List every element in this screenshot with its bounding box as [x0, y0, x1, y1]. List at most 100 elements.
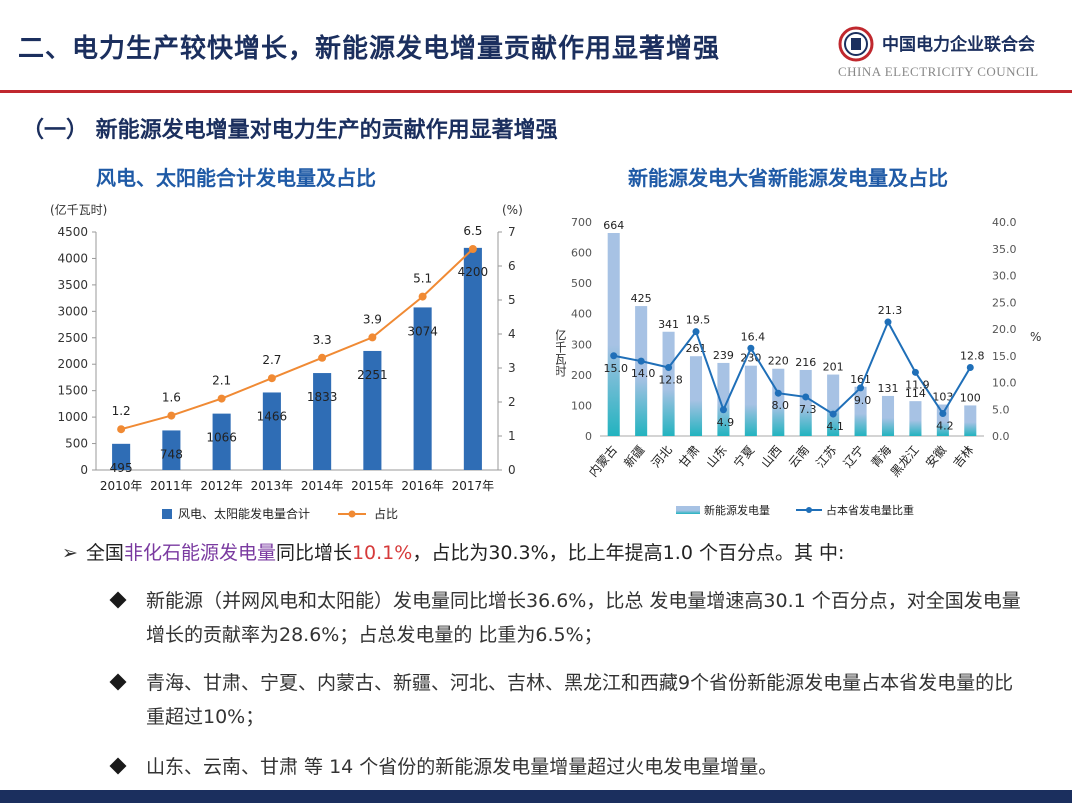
right-y2-tick-label: 40.0 [992, 216, 1017, 229]
right-bar-label: 216 [795, 356, 816, 369]
left-ratio-point [167, 411, 176, 420]
left-ratio-point [318, 353, 327, 362]
left-y2-tick-label: 1 [508, 429, 516, 443]
right-ratio-label: 14.0 [631, 367, 656, 380]
left-ratio-point [368, 333, 377, 342]
right-bar [635, 306, 648, 436]
right-y-axis-label: 亿千瓦时 [556, 328, 567, 377]
left-y-tick-label: 1500 [57, 384, 88, 398]
right-ratio-point [802, 393, 810, 401]
left-y-tick-label: 3000 [57, 304, 88, 318]
right-y2-tick-label: 15.0 [992, 350, 1017, 363]
left-ratio-point [468, 245, 477, 253]
left-y2-tick-label: 0 [508, 463, 516, 477]
left-y-tick-label: 4500 [57, 225, 88, 239]
left-ratio-point [267, 374, 276, 383]
right-y2-tick-label: 35.0 [992, 243, 1017, 256]
right-ratio-point [911, 368, 919, 376]
left-legend-bar-swatch [162, 509, 172, 519]
sub-bullet: 青海、甘肃、宁夏、内蒙古、新疆、河北、吉林、黑龙江和西藏9个省份新能源发电量占本… [109, 666, 1032, 734]
main-bullet-highlight-1: 非化石能源发电量 [123, 542, 276, 564]
right-x-tick-label: 新疆 [621, 442, 648, 470]
right-ratio-point [610, 352, 618, 360]
right-ratio-label: 8.0 [772, 399, 790, 412]
right-ratio-point [637, 357, 645, 365]
left-bar-label: 1833 [307, 390, 338, 404]
sub-bullet-text: 山东、云南、甘肃 等 14 个省份的新能源发电量增量超过火电发电量增量。 [146, 756, 778, 778]
left-x-tick-label: 2013年 [251, 479, 294, 493]
right-bar [772, 368, 785, 436]
right-y-tick-label: 200 [571, 369, 592, 382]
right-bar-label: 664 [603, 219, 624, 232]
right-ratio-label: 15.0 [603, 362, 628, 375]
right-y2-tick-label: 10.0 [992, 377, 1017, 390]
left-bar [413, 307, 432, 470]
right-ratio-label: 19.5 [686, 314, 711, 327]
left-x-tick-label: 2017年 [452, 479, 495, 493]
left-bar [112, 443, 131, 470]
left-chart-title: 风电、太阳能合计发电量及占比 [96, 166, 376, 190]
right-bar-label: 103 [932, 391, 953, 404]
left-legend-line-marker [348, 510, 356, 518]
left-bar-label: 748 [160, 447, 183, 461]
left-y-tick-label: 3500 [57, 278, 88, 292]
left-ratio-label: 1.2 [112, 404, 131, 418]
right-bar-label: 161 [850, 373, 871, 386]
right-bar-label: 239 [713, 349, 734, 362]
left-bar [262, 392, 281, 470]
left-bar [313, 373, 332, 470]
right-ratio-label: 11.9 [905, 378, 930, 391]
left-bar-label: 495 [110, 461, 133, 475]
title-divider [0, 90, 1072, 93]
page-title: 二、电力生产较快增长，新能源发电增量贡献作用显著增强 [18, 34, 721, 64]
left-y2-tick-label: 5 [508, 293, 516, 307]
sub-bullet: 新能源（并网风电和太阳能）发电量同比增长36.6%，比总 发电量增速高30.1 … [109, 584, 1032, 652]
right-ratio-label: 21.3 [878, 304, 903, 317]
left-x-tick-label: 2016年 [401, 479, 444, 493]
title-bar: 二、电力生产较快增长，新能源发电增量贡献作用显著增强 中国电力企业联合会 CHI… [0, 0, 1072, 93]
right-bar [744, 365, 757, 436]
left-ratio-label: 5.1 [413, 272, 432, 286]
right-x-tick-label: 山东 [704, 443, 730, 470]
left-y2-tick-label: 7 [508, 225, 516, 239]
right-y-tick-label: 100 [571, 399, 592, 412]
right-ratio-label: 16.4 [741, 330, 766, 343]
left-bar-label: 1066 [206, 431, 237, 445]
right-ratio-point [747, 344, 755, 352]
right-bar [881, 395, 895, 436]
left-y2-tick-label: 2 [508, 395, 516, 409]
right-bar-label: 131 [878, 382, 899, 395]
left-y2-tick-label: 6 [508, 259, 516, 273]
left-ratio-point [418, 292, 427, 301]
right-y2-axis-label: % [1030, 330, 1041, 344]
main-bullet-suffix: ，占比为30.3%，比上年提高1.0 个百分点。其 中: [412, 542, 845, 564]
right-ratio-label: 4.2 [936, 420, 954, 433]
right-y-tick-label: 600 [571, 247, 592, 260]
left-ratio-point [117, 425, 126, 434]
right-bar-label: 100 [960, 391, 981, 404]
left-ratio-label: 1.6 [162, 391, 181, 405]
right-x-tick-label: 山西 [758, 443, 784, 470]
right-bar [689, 356, 703, 436]
right-y2-tick-label: 25.0 [992, 296, 1017, 309]
section-heading: （一） 新能源发电增量对电力生产的贡献作用显著增强 [22, 118, 558, 143]
right-ratio-label: 12.8 [658, 374, 683, 387]
left-ratio-label: 2.7 [262, 353, 281, 367]
right-bar [799, 369, 812, 436]
left-bar-label: 3074 [407, 324, 438, 338]
right-y-tick-label: 500 [571, 277, 592, 290]
right-ratio-point [966, 364, 974, 372]
bottom-bar [0, 790, 1072, 803]
left-ratio-label: 6.5 [463, 224, 482, 238]
right-x-tick-label: 内蒙古 [585, 442, 620, 479]
left-legend-bar-label: 风电、太阳能发电量合计 [178, 506, 310, 521]
sub-bullet-text: 新能源（并网风电和太阳能）发电量同比增长36.6%，比总 发电量增速高30.1 … [146, 590, 1021, 646]
right-ratio-point [939, 410, 947, 418]
wind-solar-chart: (亿千瓦时) (%) 0 500 1000 1500 2000 2500 3000 3500 400… [50, 202, 523, 521]
right-bar [964, 405, 977, 436]
right-legend-line-label: 占本省发电量比重 [826, 503, 914, 517]
right-legend-bar-label: 新能源发电量 [704, 503, 770, 517]
left-y-tick-label: 500 [65, 437, 88, 451]
left-x-tick-label: 2011年 [150, 479, 193, 493]
left-y2-tick-label: 4 [508, 327, 516, 341]
